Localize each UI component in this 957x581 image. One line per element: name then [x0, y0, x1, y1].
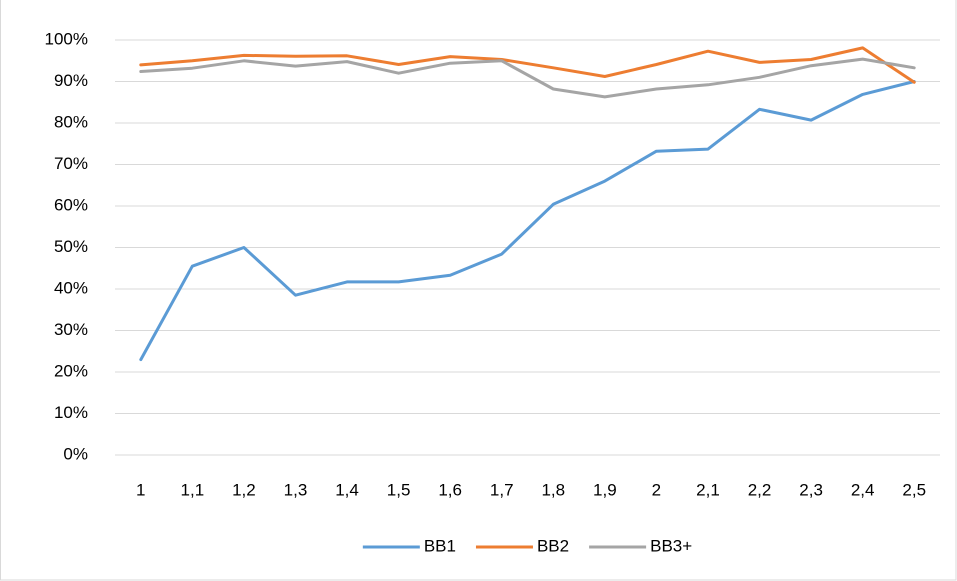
y-tick-label: 100%	[45, 29, 88, 48]
x-tick-label: 2,3	[799, 480, 823, 499]
legend-label: BB1	[424, 536, 456, 555]
legend-label: BB3+	[650, 536, 692, 555]
x-tick-label: 1,7	[490, 480, 514, 499]
x-tick-label: 1,3	[284, 480, 308, 499]
line-series	[139, 80, 916, 362]
y-tick-label: 80%	[54, 112, 88, 131]
y-tick-label: 10%	[54, 403, 88, 422]
y-tick-label: 40%	[54, 278, 88, 297]
x-tick-label: 2,1	[696, 480, 720, 499]
y-tick-label: 70%	[54, 154, 88, 173]
legend-label: BB2	[537, 536, 569, 555]
x-tick-label: 1,6	[438, 480, 462, 499]
x-tick-label: 2,4	[851, 480, 875, 499]
line-series	[139, 57, 916, 99]
x-tick-label: 1,8	[541, 480, 565, 499]
x-tick-label: 1,5	[387, 480, 411, 499]
x-tick-label: 1,4	[335, 480, 359, 499]
x-tick-label: 2,2	[748, 480, 772, 499]
x-tick-label: 1,9	[593, 480, 617, 499]
x-tick-label: 1,2	[232, 480, 256, 499]
y-tick-label: 60%	[54, 195, 88, 214]
y-tick-label: 0%	[63, 444, 88, 463]
line-series	[139, 46, 916, 84]
y-tick-label: 20%	[54, 361, 88, 380]
x-tick-label: 1	[136, 480, 145, 499]
x-tick-label: 2,5	[902, 480, 926, 499]
y-tick-label: 50%	[54, 237, 88, 256]
x-tick-label: 2	[652, 480, 661, 499]
y-tick-label: 90%	[54, 71, 88, 90]
y-tick-label: 30%	[54, 320, 88, 339]
x-tick-label: 1,1	[181, 480, 205, 499]
